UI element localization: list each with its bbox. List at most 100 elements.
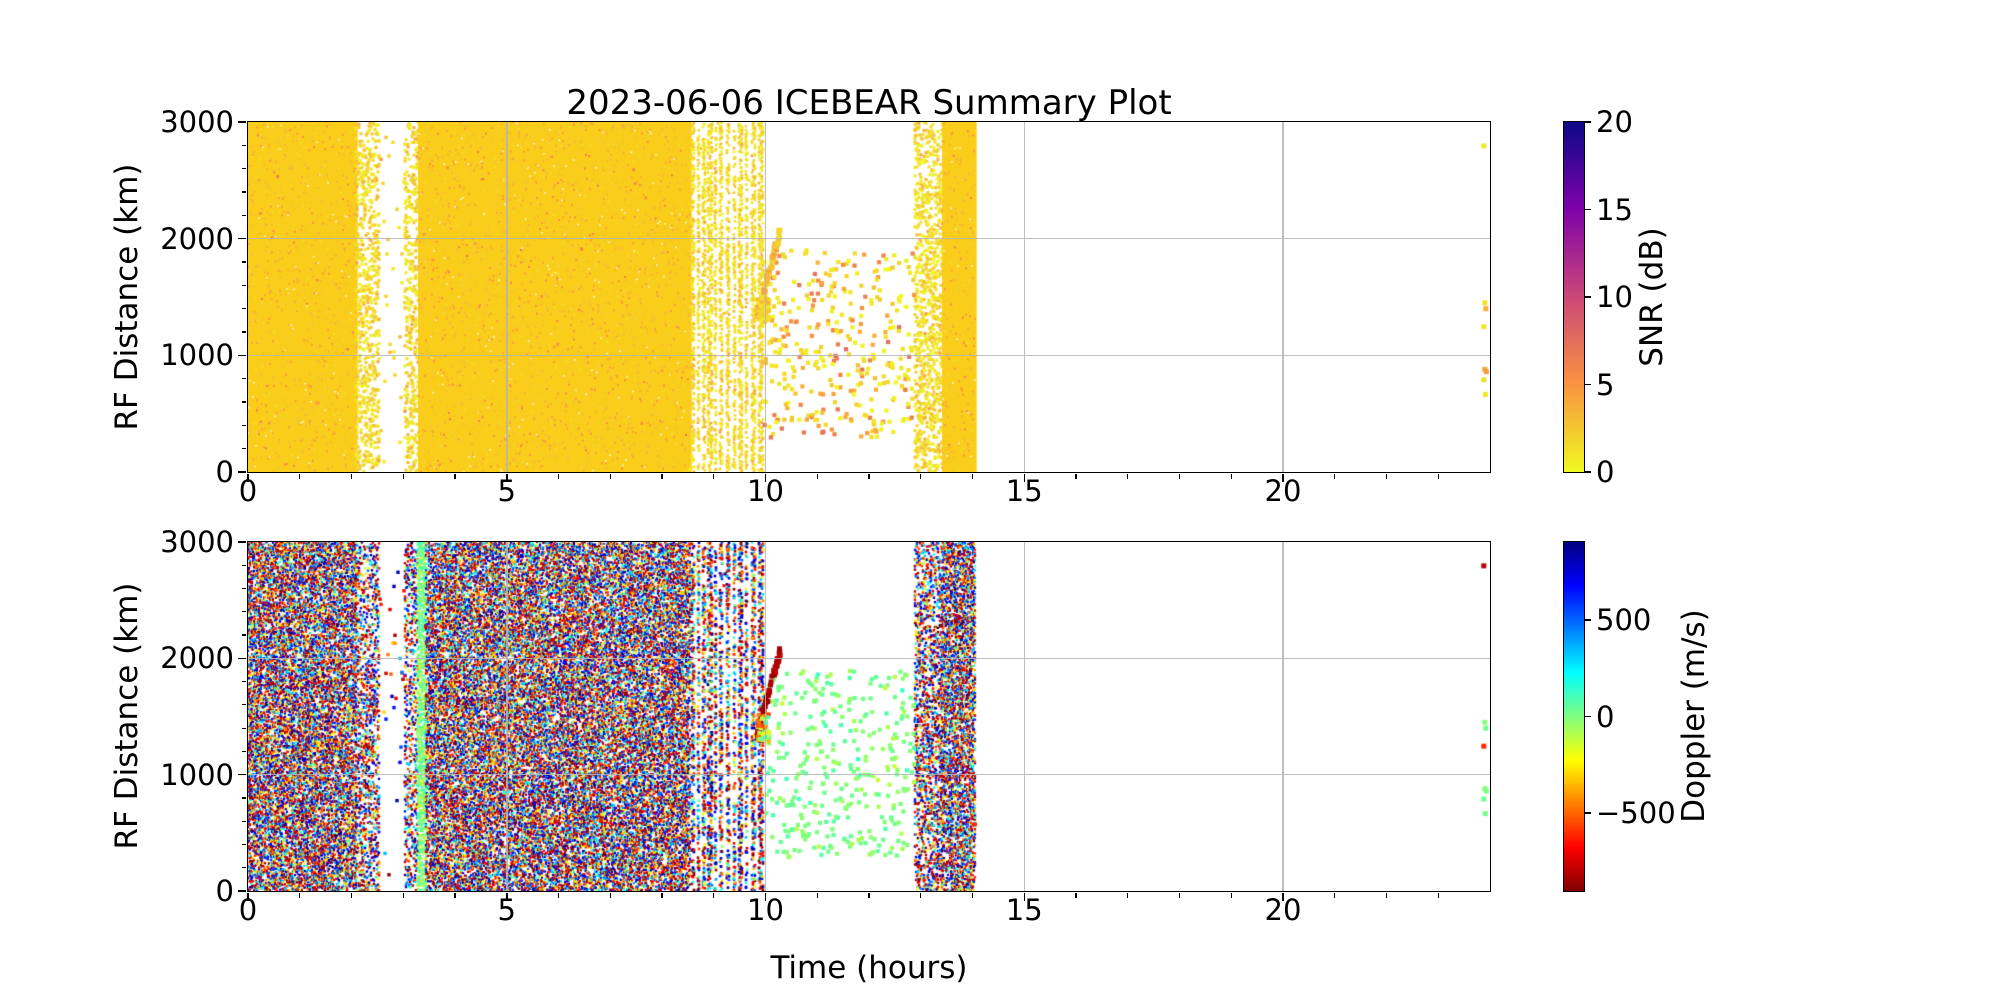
snr-y-tick-label: 3000 — [160, 105, 234, 139]
snr-x-tick — [1282, 474, 1284, 482]
snr-x-minor-tick — [1127, 474, 1129, 479]
doppler-y-axis-label: RF Distance (km) — [109, 582, 145, 850]
dop-y-minor-tick — [241, 704, 246, 706]
snr-x-minor-tick — [661, 474, 663, 479]
snr-x-minor-tick — [920, 474, 922, 479]
dop-colorbar-tick — [1584, 812, 1591, 814]
dop-y-tick-label: 1000 — [160, 757, 234, 792]
snr-x-minor-tick — [454, 474, 456, 479]
snr-colorbar-tick-label: 15 — [1596, 192, 1633, 227]
snr-y-minor-tick — [241, 214, 246, 216]
dop-x-tick — [247, 893, 249, 901]
dop-colorbar-tick-label: 0 — [1596, 699, 1615, 734]
snr-x-minor-tick — [1230, 474, 1232, 479]
dop-x-minor-tick — [1334, 893, 1336, 898]
dop-y-minor-tick — [241, 797, 246, 799]
dop-colorbar-tick-label: 500 — [1596, 602, 1652, 637]
snr-x-minor-tick — [557, 474, 560, 479]
dop-y-minor-tick — [241, 750, 246, 752]
dop-x-minor-tick — [1075, 893, 1077, 898]
dop-y-minor-tick — [241, 681, 246, 683]
snr-x-minor-tick — [1075, 474, 1077, 479]
dop-y-minor-tick — [241, 843, 246, 846]
snr-colorbar-tick-label: 5 — [1596, 367, 1615, 402]
dop-x-minor-tick — [454, 893, 456, 898]
snr-x-minor-tick — [816, 474, 818, 479]
dop-y-minor-tick — [241, 820, 246, 822]
dop-x-minor-tick — [920, 893, 922, 898]
snr-x-minor-tick — [1437, 474, 1439, 479]
dop-y-tick — [238, 773, 246, 776]
snr-y-minor-tick — [241, 331, 246, 333]
snr-plot-area — [247, 121, 1491, 473]
snr-y-axis-label: RF Distance (km) — [109, 163, 145, 431]
snr-y-minor-tick — [241, 401, 246, 403]
dop-x-tick-label: 20 — [1264, 893, 1302, 927]
snr-y-tick — [238, 354, 246, 357]
snr-y-minor-tick — [241, 308, 246, 310]
snr-gridline-horizontal — [248, 354, 1490, 357]
dop-x-minor-tick — [868, 893, 870, 898]
snr-y-minor-tick — [241, 261, 246, 263]
snr-gridline-vertical — [764, 122, 767, 472]
dop-x-minor-tick — [661, 893, 663, 898]
snr-gridline-vertical — [506, 122, 508, 472]
snr-y-minor-tick — [241, 284, 246, 286]
snr-y-tick-label: 2000 — [160, 221, 234, 256]
dop-gridline-vertical — [1023, 542, 1025, 891]
dop-gridline-horizontal — [248, 657, 1490, 660]
snr-y-tick — [238, 471, 246, 473]
snr-x-tick — [764, 474, 767, 482]
snr-x-minor-tick — [609, 474, 611, 479]
snr-y-tick-label: 1000 — [160, 338, 234, 373]
dop-y-tick-label: 2000 — [160, 641, 234, 676]
snr-colorbar-tick — [1584, 471, 1591, 473]
dop-x-tick — [506, 893, 508, 901]
dop-x-minor-tick — [816, 893, 818, 898]
dop-x-minor-tick — [402, 893, 404, 898]
dop-x-minor-tick — [1437, 893, 1439, 898]
dop-y-minor-tick — [241, 867, 246, 869]
snr-y-minor-tick — [241, 448, 246, 450]
snr-colorbar-tick — [1584, 383, 1591, 386]
snr-gridline-horizontal — [248, 237, 1490, 240]
dop-x-tick — [764, 893, 767, 901]
doppler-plot-area — [247, 541, 1491, 892]
snr-x-tick-label: 15 — [1005, 474, 1043, 508]
snr-y-tick — [238, 237, 246, 240]
snr-x-minor-tick — [971, 474, 974, 479]
dop-x-minor-tick — [299, 893, 301, 898]
snr-y-minor-tick — [241, 378, 246, 380]
dop-x-minor-tick — [350, 893, 353, 898]
snr-colorbar — [1563, 121, 1585, 473]
dop-gridline-horizontal — [248, 773, 1490, 776]
snr-gridline-vertical — [1282, 122, 1284, 472]
doppler-scatter-canvas — [248, 542, 1490, 891]
dop-x-minor-tick — [1127, 893, 1129, 898]
snr-colorbar-tick — [1584, 208, 1591, 211]
snr-colorbar-tick-label: 20 — [1596, 105, 1633, 139]
snr-x-tick — [506, 474, 508, 482]
snr-scatter-canvas — [248, 122, 1490, 472]
dop-x-minor-tick — [1230, 893, 1232, 898]
doppler-colorbar — [1563, 541, 1585, 892]
dop-x-minor-tick — [1385, 893, 1388, 898]
snr-colorbar-tick-label: 10 — [1596, 280, 1633, 314]
snr-x-minor-tick — [1385, 474, 1388, 479]
dop-y-minor-tick — [241, 727, 246, 729]
dop-colorbar-tick-label: −500 — [1596, 796, 1676, 831]
snr-colorbar-tick — [1584, 296, 1591, 298]
snr-x-minor-tick — [713, 474, 715, 479]
dop-gridline-vertical — [764, 542, 767, 891]
snr-x-minor-tick — [1178, 474, 1181, 479]
dop-x-minor-tick — [971, 893, 974, 898]
dop-x-tick — [1023, 893, 1025, 901]
snr-y-minor-tick — [241, 168, 246, 170]
snr-x-tick-label: 20 — [1264, 474, 1302, 508]
snr-x-minor-tick — [868, 474, 870, 479]
dop-y-tick — [238, 657, 246, 660]
snr-x-tick-label: 0 — [238, 474, 258, 508]
dop-x-tick-label: 15 — [1005, 893, 1043, 927]
dop-gridline-vertical — [1282, 542, 1284, 891]
